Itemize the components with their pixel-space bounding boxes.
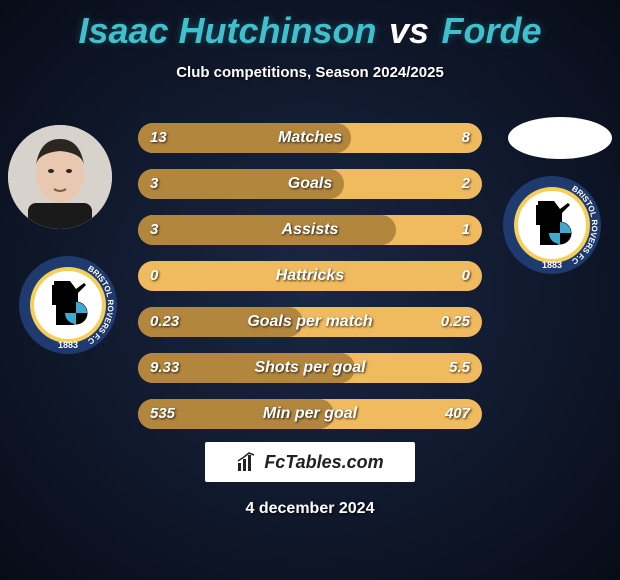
bar-goals-per-match: 0.23 Goals per match 0.25 [138,307,482,337]
bar-right-value: 8 [462,123,470,153]
bar-right-value: 0.25 [441,307,470,337]
bar-matches: 13 Matches 8 [138,123,482,153]
bar-label: Hattricks [138,261,482,291]
bar-right-value: 2 [462,169,470,199]
brand-box: FcTables.com [205,442,415,482]
stat-bars: 13 Matches 8 3 Goals 2 3 Assists 1 0 Hat… [138,123,482,445]
player2-avatar [508,117,612,159]
player2-name: Forde [442,10,542,51]
vs-label: vs [389,10,429,51]
svg-text:1883: 1883 [542,260,562,270]
player1-avatar [8,125,112,229]
bar-label: Goals per match [138,307,482,337]
bar-label: Assists [138,215,482,245]
bar-label: Shots per goal [138,353,482,383]
player2-club-badge: BRISTOL ROVERS F.C 1883 [502,175,602,275]
bar-label: Min per goal [138,399,482,429]
bar-goals: 3 Goals 2 [138,169,482,199]
brand-text: FcTables.com [264,452,383,473]
bar-right-value: 0 [462,261,470,291]
bar-right-value: 5.5 [449,353,470,383]
bar-label: Matches [138,123,482,153]
player1-name: Isaac Hutchinson [78,10,376,51]
bar-right-value: 407 [445,399,470,429]
bar-min-per-goal: 535 Min per goal 407 [138,399,482,429]
svg-text:1883: 1883 [58,340,78,350]
date-label: 4 december 2024 [0,500,620,518]
subtitle: Club competitions, Season 2024/2025 [0,64,620,81]
comparison-title: Isaac Hutchinson vs Forde [0,0,620,52]
bar-hattricks: 0 Hattricks 0 [138,261,482,291]
bar-label: Goals [138,169,482,199]
bar-assists: 3 Assists 1 [138,215,482,245]
player1-club-badge: BRISTOL ROVERS F.C 1883 [18,255,118,355]
bar-shots-per-goal: 9.33 Shots per goal 5.5 [138,353,482,383]
chart-icon [236,451,258,473]
bar-right-value: 1 [462,215,470,245]
